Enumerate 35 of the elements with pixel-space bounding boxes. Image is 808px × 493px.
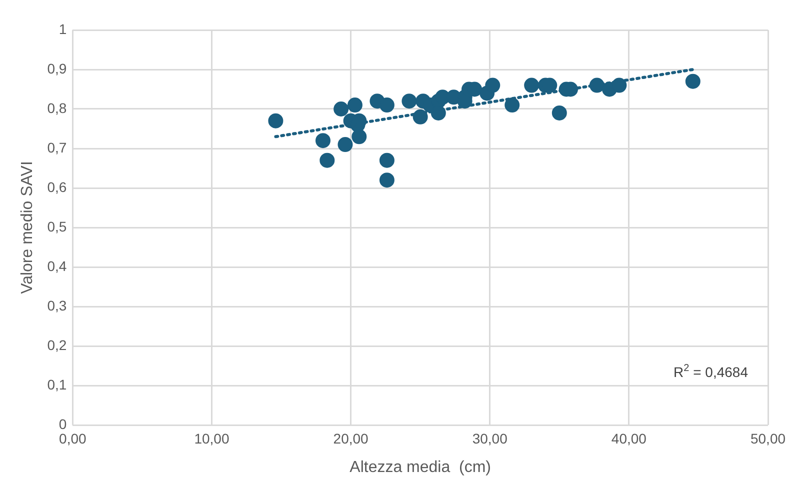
x-tick-label: 40,00 — [611, 430, 647, 446]
y-tick-label: 0,7 — [47, 139, 67, 156]
x-tick-label: 0,00 — [59, 430, 86, 446]
x-axis-title: Altezza media (cm) — [350, 458, 492, 476]
x-tick-label: 10,00 — [194, 430, 230, 446]
y-tick-label: 0,4 — [47, 258, 67, 274]
point — [347, 98, 362, 113]
y-tick-label: 0,8 — [47, 100, 67, 116]
y-tick-label: 0,1 — [47, 376, 67, 392]
y-axis-title: Valore medio SAVI — [19, 161, 36, 294]
y-tick-label: 0,6 — [47, 178, 67, 195]
y-tick-label: 0,9 — [47, 60, 67, 76]
x-tick-label: 50,00 — [750, 430, 786, 446]
point — [552, 105, 567, 120]
y-tick-label: 0,3 — [47, 297, 67, 314]
point — [504, 98, 520, 113]
point — [379, 172, 394, 188]
point — [402, 94, 417, 109]
point — [485, 78, 500, 93]
point — [315, 133, 330, 148]
x-tick-label: 20,00 — [333, 430, 369, 446]
point — [338, 137, 353, 152]
y-tick-label: 1 — [58, 20, 67, 37]
point — [268, 113, 284, 128]
point — [352, 129, 367, 144]
point — [320, 152, 335, 168]
x-tick-label: 30,00 — [472, 430, 508, 446]
point — [379, 152, 394, 168]
y-tick-label: 0,2 — [47, 336, 67, 353]
y-tick-label: 0,5 — [47, 218, 67, 234]
point — [379, 98, 394, 113]
y-tick-label: 0 — [58, 416, 67, 432]
point — [524, 78, 540, 93]
point — [334, 102, 349, 116]
point — [685, 74, 700, 89]
